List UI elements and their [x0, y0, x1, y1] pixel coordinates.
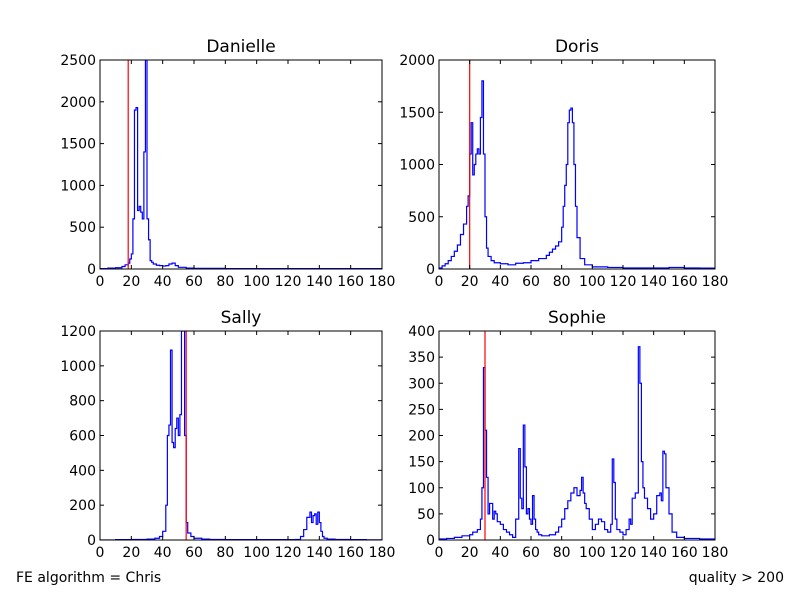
x-tick-label: 20 [461, 274, 479, 290]
y-tick-label: 200 [408, 429, 435, 445]
x-tick-label: 180 [702, 545, 729, 561]
x-tick-label: 40 [491, 545, 509, 561]
x-tick-label: 60 [185, 274, 203, 290]
x-tick-label: 160 [337, 545, 364, 561]
axes-frame [99, 59, 383, 270]
x-tick-label: 180 [369, 274, 396, 290]
subplot-sophie: 0 20 40 60 80 100 120 140 160 1800501001502002503… [408, 308, 728, 561]
x-tick-label: 0 [435, 274, 444, 290]
x-tick-label: 140 [640, 545, 667, 561]
x-tick-label: 180 [369, 545, 396, 561]
y-tick-label: 600 [69, 429, 96, 445]
x-tick-label: 20 [122, 274, 140, 290]
footer-quality-label: quality > 200 [688, 570, 784, 586]
x-tick-label: 120 [275, 545, 302, 561]
y-tick-label: 2000 [399, 53, 435, 69]
y-tick-label: 300 [408, 376, 435, 392]
y-tick-label: 50 [417, 507, 435, 523]
x-tick-label: 160 [337, 274, 364, 290]
y-tick-label: 1000 [399, 158, 435, 174]
histogram-line [100, 331, 382, 540]
x-tick-label: 60 [185, 545, 203, 561]
footer-algorithm-label: FE algorithm = Chris [16, 570, 162, 586]
y-tick-label: 100 [408, 481, 435, 497]
y-tick-label: 0 [426, 262, 435, 278]
x-tick-label: 180 [702, 274, 729, 290]
y-tick-label: 200 [69, 498, 96, 514]
y-tick-label: 1500 [399, 105, 435, 121]
histogram-line [439, 80, 715, 269]
x-tick-label: 140 [306, 274, 333, 290]
y-tick-label: 1000 [60, 359, 96, 375]
y-tick-label: 800 [69, 394, 96, 410]
x-tick-label: 60 [522, 274, 540, 290]
x-tick-label: 140 [306, 545, 333, 561]
subplot-title: Sophie [548, 308, 606, 328]
x-tick-label: 0 [96, 545, 105, 561]
histogram-line [100, 60, 382, 269]
x-tick-label: 120 [275, 274, 302, 290]
y-tick-label: 2500 [60, 53, 96, 69]
histogram-line [439, 346, 715, 540]
axes-frame [438, 330, 716, 541]
y-tick-label: 500 [408, 210, 435, 226]
y-tick-label: 1000 [60, 178, 96, 194]
x-tick-label: 20 [461, 545, 479, 561]
y-tick-label: 0 [87, 262, 96, 278]
y-tick-label: 500 [69, 220, 96, 236]
y-tick-label: 250 [408, 402, 435, 418]
x-tick-label: 140 [640, 274, 667, 290]
y-tick-label: 150 [408, 455, 435, 471]
x-tick-label: 80 [553, 545, 571, 561]
x-tick-label: 40 [154, 545, 172, 561]
x-tick-label: 100 [243, 274, 270, 290]
x-tick-label: 20 [122, 545, 140, 561]
y-tick-label: 350 [408, 350, 435, 366]
x-tick-label: 0 [96, 274, 105, 290]
subplot-title: Danielle [206, 37, 275, 57]
x-tick-label: 100 [579, 545, 606, 561]
x-tick-label: 0 [435, 545, 444, 561]
axes-frame [99, 330, 383, 541]
x-tick-label: 120 [610, 545, 637, 561]
subplot-title: Sally [221, 308, 262, 328]
subplot-sally: 0 20 40 60 80 100 120 140 160 180 0 200 400 600 800 100… [60, 308, 395, 561]
x-tick-label: 160 [671, 545, 698, 561]
x-tick-label: 80 [553, 274, 571, 290]
x-tick-label: 80 [216, 545, 234, 561]
subplot-title: Doris [555, 37, 599, 57]
subplot-danielle: 0 20 40 60 80 100 120 140 160 180 0 500 1000 1500 2000… [60, 37, 395, 290]
x-tick-label: 100 [579, 274, 606, 290]
x-tick-label: 60 [522, 545, 540, 561]
subplot-doris: 0 20 40 60 80 100 120 140 160 180 0 500 1000 1500 2000… [399, 37, 728, 290]
y-tick-label: 0 [426, 533, 435, 549]
y-tick-label: 400 [69, 463, 96, 479]
y-tick-label: 2000 [60, 95, 96, 111]
y-tick-label: 400 [408, 324, 435, 340]
y-tick-label: 1200 [60, 324, 96, 340]
x-tick-label: 160 [671, 274, 698, 290]
x-tick-label: 100 [243, 545, 270, 561]
y-tick-label: 1500 [60, 137, 96, 153]
x-tick-label: 40 [154, 274, 172, 290]
y-tick-label: 0 [87, 533, 96, 549]
x-tick-label: 80 [216, 274, 234, 290]
x-tick-label: 40 [491, 274, 509, 290]
x-tick-label: 120 [610, 274, 637, 290]
